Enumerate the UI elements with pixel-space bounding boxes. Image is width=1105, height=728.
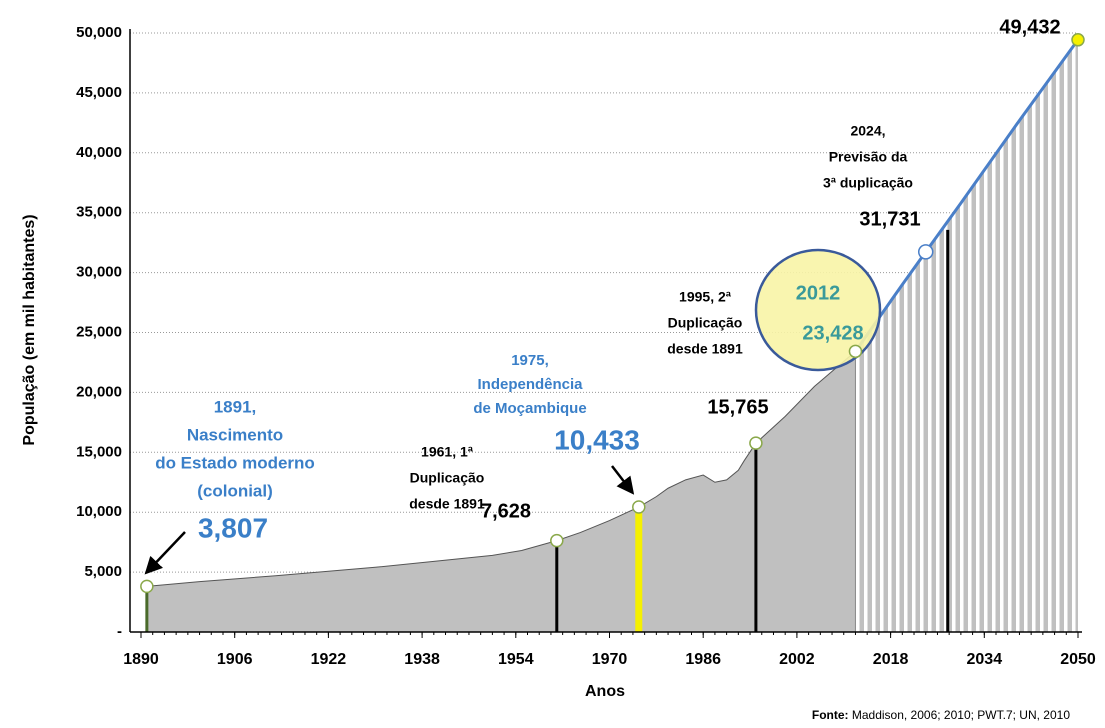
annotation: desde 1891 [409,496,485,512]
annotation: Nascimento [187,425,283,444]
annotation: 1891, [214,397,257,416]
annotation: Previsão da [829,149,908,165]
annotation: Independência [477,376,583,393]
annotation: Duplicação [410,470,485,486]
y-tick-label: 30,000 [76,264,122,281]
x-tick-label: 1906 [217,651,253,668]
y-tick-label: 25,000 [76,323,122,340]
x-tick-label: 1986 [685,651,721,668]
x-tick-label: 2002 [779,651,815,668]
value-label: 31,731 [859,208,920,230]
x-tick-label: 1890 [123,651,159,668]
value-label: 49,432 [999,16,1060,38]
annotation: desde 1891 [667,341,743,357]
x-tick-label: 1922 [311,651,347,668]
source: Fonte: Maddison, 2006; 2010; PWT.7; UN, … [812,708,1070,722]
y-tick-label: 35,000 [76,204,122,221]
point [1071,33,1085,47]
annotation: Duplicação [668,315,743,331]
point [848,344,863,359]
y-tick-label: 40,000 [76,144,122,161]
annotation: 1961, 1ª [421,444,474,460]
point [550,533,564,548]
y-tick-label: 5,000 [84,563,122,580]
forecast-line [854,38,1080,353]
x-tick-label: 1970 [592,651,628,668]
x-tick-label: 1954 [498,651,534,668]
annotation: 1995, 2ª [679,289,732,305]
y-tick-label: - [117,623,122,640]
y-tick-label: 45,000 [76,84,122,101]
x-tick-label: 1938 [404,651,440,668]
y-tick-label: 15,000 [76,443,122,460]
annotation: 1975, [511,352,549,369]
point [917,244,934,260]
annotation: (colonial) [197,481,273,500]
value-label: 23,428 [802,322,863,344]
annotation: 3ª duplicação [823,175,913,191]
x-tick-label: 2034 [967,651,1003,668]
highlight-year: 2012 [796,282,841,304]
forecast-area [855,39,1078,633]
value-label: 10,433 [554,424,640,455]
source-label: Fonte: [812,708,849,722]
annotation: 2024, [850,123,885,139]
highlight-circle [754,248,882,372]
x-tick-label: 2018 [873,651,909,668]
value-label: 15,765 [707,396,768,418]
y-axis-title: População (em mil habitantes) [21,214,38,445]
point [140,579,154,594]
source-text: Maddison, 2006; 2010; PWT.7; UN, 2010 [852,708,1070,722]
x-axis-title: Anos [585,683,625,700]
point [632,500,646,514]
y-tick-label: 10,000 [76,503,122,520]
arrow [144,531,186,575]
arrow [611,465,635,495]
y-tick-label: 20,000 [76,383,122,400]
area [146,350,856,633]
annotation: do Estado moderno [155,453,315,472]
value-label: 7,628 [481,500,531,522]
x-tick-label: 2050 [1060,651,1096,668]
y-tick-label: 50,000 [76,24,122,41]
value-label: 3,807 [198,512,268,543]
point [749,436,763,450]
annotation: de Moçambique [473,400,586,417]
